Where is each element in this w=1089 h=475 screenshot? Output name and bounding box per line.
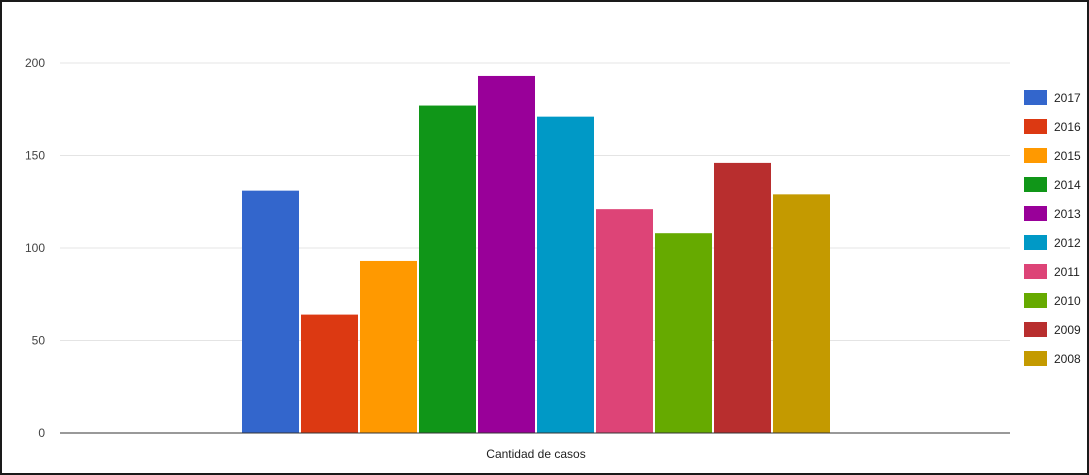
legend-item-2013[interactable]: 2013	[1024, 206, 1081, 221]
legend-swatch	[1024, 119, 1047, 134]
legend-label: 2014	[1054, 178, 1081, 192]
legend-label: 2013	[1054, 207, 1081, 221]
bar-2012[interactable]	[537, 116, 594, 434]
legend-swatch	[1024, 235, 1047, 250]
legend-label: 2012	[1054, 236, 1081, 250]
y-tick-label: 150	[25, 149, 45, 163]
legend-item-2017[interactable]: 2017	[1024, 90, 1081, 105]
bars	[242, 75, 830, 434]
legend-item-2011[interactable]: 2011	[1024, 264, 1080, 279]
legend-label: 2017	[1054, 91, 1081, 105]
legend-label: 2015	[1054, 149, 1081, 163]
bar-2013[interactable]	[478, 75, 535, 433]
legend-label: 2009	[1054, 323, 1081, 337]
legend-item-2012[interactable]: 2012	[1024, 235, 1081, 250]
legend-swatch	[1024, 322, 1047, 337]
legend-swatch	[1024, 293, 1047, 308]
y-tick-label: 100	[25, 241, 45, 255]
legend-label: 2008	[1054, 352, 1081, 366]
bar-2014[interactable]	[419, 105, 476, 434]
bar-2009[interactable]	[714, 162, 771, 433]
legend-label: 2010	[1054, 294, 1081, 308]
legend-item-2009[interactable]: 2009	[1024, 322, 1081, 337]
bar-2010[interactable]	[655, 233, 712, 433]
legend-item-2014[interactable]: 2014	[1024, 177, 1081, 192]
legend-item-2016[interactable]: 2016	[1024, 119, 1081, 134]
legend-swatch	[1024, 351, 1047, 366]
legend: 2017 2016 2015 2014 2013 2012 2011 2010 2009 2008	[1024, 90, 1081, 366]
bar-2011[interactable]	[596, 209, 653, 433]
legend-item-2010[interactable]: 2010	[1024, 293, 1081, 308]
legend-item-2008[interactable]: 2008	[1024, 351, 1081, 366]
y-tick-label: 200	[25, 56, 45, 70]
legend-swatch	[1024, 264, 1047, 279]
bar-2008[interactable]	[773, 194, 830, 433]
x-category-label: Cantidad de casos	[486, 447, 585, 461]
legend-item-2015[interactable]: 2015	[1024, 148, 1081, 163]
y-axis-ticks: 0 50 100 150 200	[25, 56, 45, 440]
legend-swatch	[1024, 206, 1047, 221]
y-tick-label: 0	[38, 426, 45, 440]
legend-swatch	[1024, 177, 1047, 192]
legend-swatch	[1024, 148, 1047, 163]
y-tick-label: 50	[32, 334, 46, 348]
bar-2017[interactable]	[242, 190, 299, 433]
legend-label: 2011	[1054, 265, 1080, 279]
legend-swatch	[1024, 90, 1047, 105]
legend-label: 2016	[1054, 120, 1081, 134]
bar-2016[interactable]	[301, 314, 358, 433]
bar-2015[interactable]	[360, 260, 417, 433]
